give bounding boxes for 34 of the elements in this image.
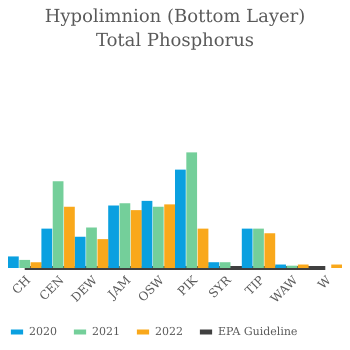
bar [152, 206, 164, 268]
x-tick-label: TIP [242, 273, 267, 298]
bar [120, 203, 130, 268]
bar [175, 170, 186, 268]
x-tick-label: W [315, 272, 334, 292]
bar [198, 228, 208, 268]
legend-label: EPA Guideline [218, 325, 298, 338]
bar [108, 206, 119, 268]
bar [186, 152, 198, 268]
bar [220, 262, 230, 268]
bar [142, 200, 152, 268]
bar [8, 256, 19, 268]
bar [19, 260, 30, 268]
legend-label: 2021 [92, 325, 120, 338]
bar [298, 264, 309, 268]
bar [253, 228, 264, 268]
bar [64, 206, 75, 268]
bar [164, 204, 175, 268]
legend-label: 2020 [29, 325, 57, 338]
bar [331, 264, 342, 268]
legend-label: 2022 [155, 325, 183, 338]
bar [130, 210, 142, 268]
bar [264, 233, 276, 268]
chart-title: Hypolimnion (Bottom Layer) Total Phosphorus [44, 6, 306, 51]
bar [30, 262, 42, 268]
x-tick-label: CH [9, 273, 34, 297]
bar [275, 264, 286, 268]
bar [41, 228, 52, 268]
bar [52, 181, 64, 268]
bar [208, 262, 220, 268]
bar [242, 228, 253, 268]
bar [74, 236, 86, 268]
bar [86, 228, 97, 268]
bar [97, 239, 108, 268]
